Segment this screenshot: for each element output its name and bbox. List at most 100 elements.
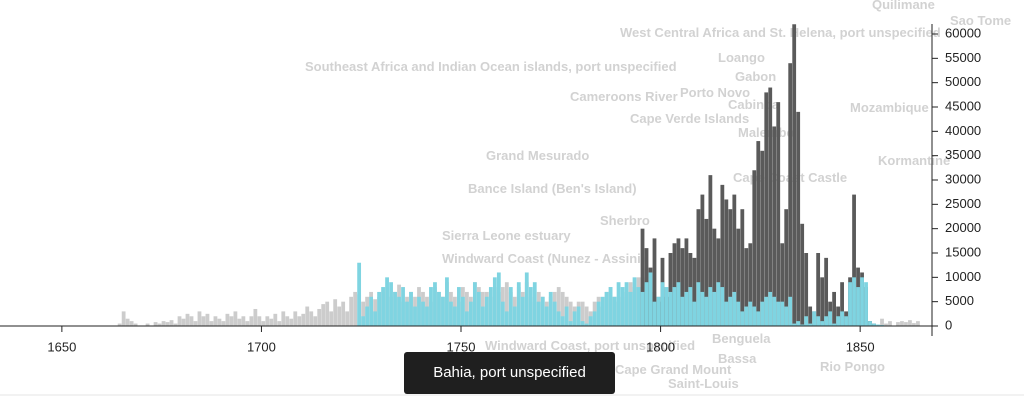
bar xyxy=(900,321,904,326)
bar xyxy=(309,311,314,326)
bar xyxy=(856,287,860,326)
bar xyxy=(329,311,334,326)
bar xyxy=(852,194,856,326)
bar xyxy=(389,282,393,326)
y-tick-label: 10000 xyxy=(945,269,981,284)
bar xyxy=(800,324,805,326)
bar xyxy=(896,322,900,326)
bar xyxy=(696,209,701,326)
bar xyxy=(672,287,677,326)
background-label: Quilimane xyxy=(872,0,935,12)
bar xyxy=(728,296,733,326)
bar xyxy=(832,291,837,326)
bar xyxy=(612,296,617,326)
bar xyxy=(552,301,557,326)
bar xyxy=(556,287,561,326)
bar xyxy=(405,301,409,326)
bar xyxy=(860,277,864,326)
bar xyxy=(840,282,844,326)
bar xyxy=(572,311,577,326)
bar xyxy=(289,318,294,326)
bar xyxy=(700,291,705,326)
bar xyxy=(488,287,493,326)
bar xyxy=(492,277,497,326)
background-label: Cape Grand Mount xyxy=(615,362,732,377)
background-label: Windward Coast, port unspecified xyxy=(485,338,695,353)
bar xyxy=(712,291,717,326)
bar xyxy=(684,238,689,326)
bar xyxy=(876,324,880,326)
bar xyxy=(780,243,785,326)
bar xyxy=(724,301,729,326)
bar xyxy=(345,311,350,326)
bar xyxy=(796,111,801,326)
bar xyxy=(812,311,817,326)
bar xyxy=(872,323,876,326)
bar xyxy=(748,243,753,326)
bar xyxy=(576,306,581,326)
bar xyxy=(660,282,665,326)
bar xyxy=(385,277,389,326)
background-label: Benguela xyxy=(712,331,771,346)
bar xyxy=(437,291,441,326)
bar xyxy=(125,318,130,326)
bar xyxy=(744,248,749,326)
bar xyxy=(724,199,729,326)
bar xyxy=(588,316,593,326)
bar xyxy=(916,321,920,326)
bar xyxy=(548,291,553,326)
axes: 1650 1700 1750 1800 1850 0 5000 10000 15000 20000… xyxy=(0,24,981,354)
bar xyxy=(556,311,561,326)
bar xyxy=(788,296,793,326)
bar xyxy=(484,296,489,326)
bar xyxy=(732,291,737,326)
bar xyxy=(500,301,505,326)
bar xyxy=(668,253,673,326)
bar xyxy=(341,301,346,326)
bar xyxy=(804,253,809,326)
bar xyxy=(692,301,697,326)
bar xyxy=(197,311,202,326)
bar xyxy=(429,287,433,326)
bar xyxy=(157,323,162,326)
bar xyxy=(624,282,629,326)
bar xyxy=(528,287,533,326)
y-tick-label: 15000 xyxy=(945,244,981,259)
bar xyxy=(768,87,773,327)
bar xyxy=(560,291,565,326)
bar xyxy=(129,321,134,326)
bar xyxy=(217,318,222,326)
bar xyxy=(221,321,226,326)
y-tick-label: 25000 xyxy=(945,196,981,211)
bar xyxy=(904,322,908,326)
bar xyxy=(568,301,573,326)
bar xyxy=(465,311,469,326)
bar xyxy=(680,248,685,326)
bar xyxy=(844,316,848,326)
bar xyxy=(836,316,840,326)
bar xyxy=(564,306,569,326)
bar xyxy=(640,228,645,326)
bar xyxy=(353,291,358,326)
bar xyxy=(504,282,509,326)
bar xyxy=(772,126,777,326)
bar xyxy=(237,318,242,326)
y-tick-label: 55000 xyxy=(945,50,981,65)
bar xyxy=(209,321,214,326)
bar xyxy=(457,287,461,326)
background-label: Gabon xyxy=(735,69,776,84)
bar xyxy=(357,262,362,326)
bar xyxy=(672,243,677,326)
background-label: Porto Novo xyxy=(680,85,750,100)
x-tick-label: 1850 xyxy=(846,339,875,354)
bar xyxy=(213,316,218,326)
background-label: Bance Island (Ben's Island) xyxy=(468,181,637,196)
bar xyxy=(764,296,769,326)
bar xyxy=(744,306,749,326)
bar xyxy=(596,301,601,326)
bar xyxy=(201,316,206,326)
x-tick-label: 1700 xyxy=(247,339,276,354)
bar xyxy=(792,24,797,327)
bar xyxy=(752,170,757,326)
